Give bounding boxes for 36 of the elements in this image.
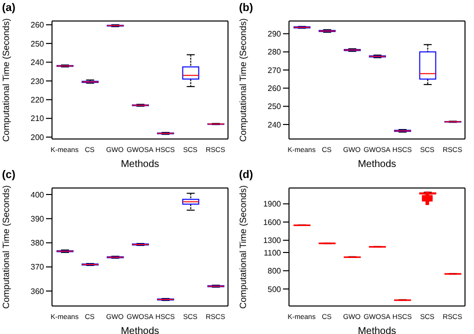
x-axis-title: Methods: [358, 326, 396, 334]
y-tick-label: 380: [30, 238, 45, 248]
y-tick-label: 370: [30, 262, 45, 272]
y-tick-label: 800: [268, 266, 282, 276]
y-tick-label: 400: [30, 190, 45, 200]
y-tick-label: 250: [268, 102, 282, 112]
y-tick-label: 1600: [263, 218, 282, 227]
y-tick-label: 1300: [263, 236, 282, 246]
x-axis-title: Methods: [358, 159, 396, 170]
y-tick-label: 260: [30, 20, 45, 30]
y-tick-label: 390: [30, 214, 45, 224]
x-axis-title: Methods: [120, 326, 160, 334]
y-tick-label: 200: [30, 132, 45, 142]
x-axis-title: Methods: [120, 159, 160, 170]
y-tick-label: 210: [30, 114, 45, 124]
y-tick-label: 270: [268, 66, 282, 75]
y-tick-label: 500: [268, 284, 282, 294]
y-tick-label: 280: [268, 48, 282, 57]
y-tick-label: 290: [268, 30, 282, 39]
chart-title: (a): [1, 1, 16, 16]
y-tick-label: 1900: [263, 200, 282, 209]
y-axis-title: Computational Time (Seconds): [1, 185, 12, 309]
chart-title: (d): [239, 169, 254, 181]
y-tick-label: 260: [268, 84, 282, 94]
chart-title: (b): [238, 1, 254, 16]
y-tick-label: 250: [30, 39, 45, 48]
y-axis-title: Computational Time (Seconds): [238, 185, 248, 309]
y-tick-label: 230: [30, 76, 45, 86]
y-tick-label: 360: [30, 286, 45, 296]
y-tick-label: 1100: [264, 248, 282, 258]
y-axis-title: Computational Time (Seconds): [1, 18, 12, 142]
y-axis-title: Computational Time (Seconds): [238, 18, 248, 142]
y-tick-label: 220: [30, 96, 45, 105]
y-tick-label: 240: [268, 120, 282, 130]
y-tick-label: 240: [30, 58, 45, 68]
chart-title: (c): [2, 169, 16, 181]
